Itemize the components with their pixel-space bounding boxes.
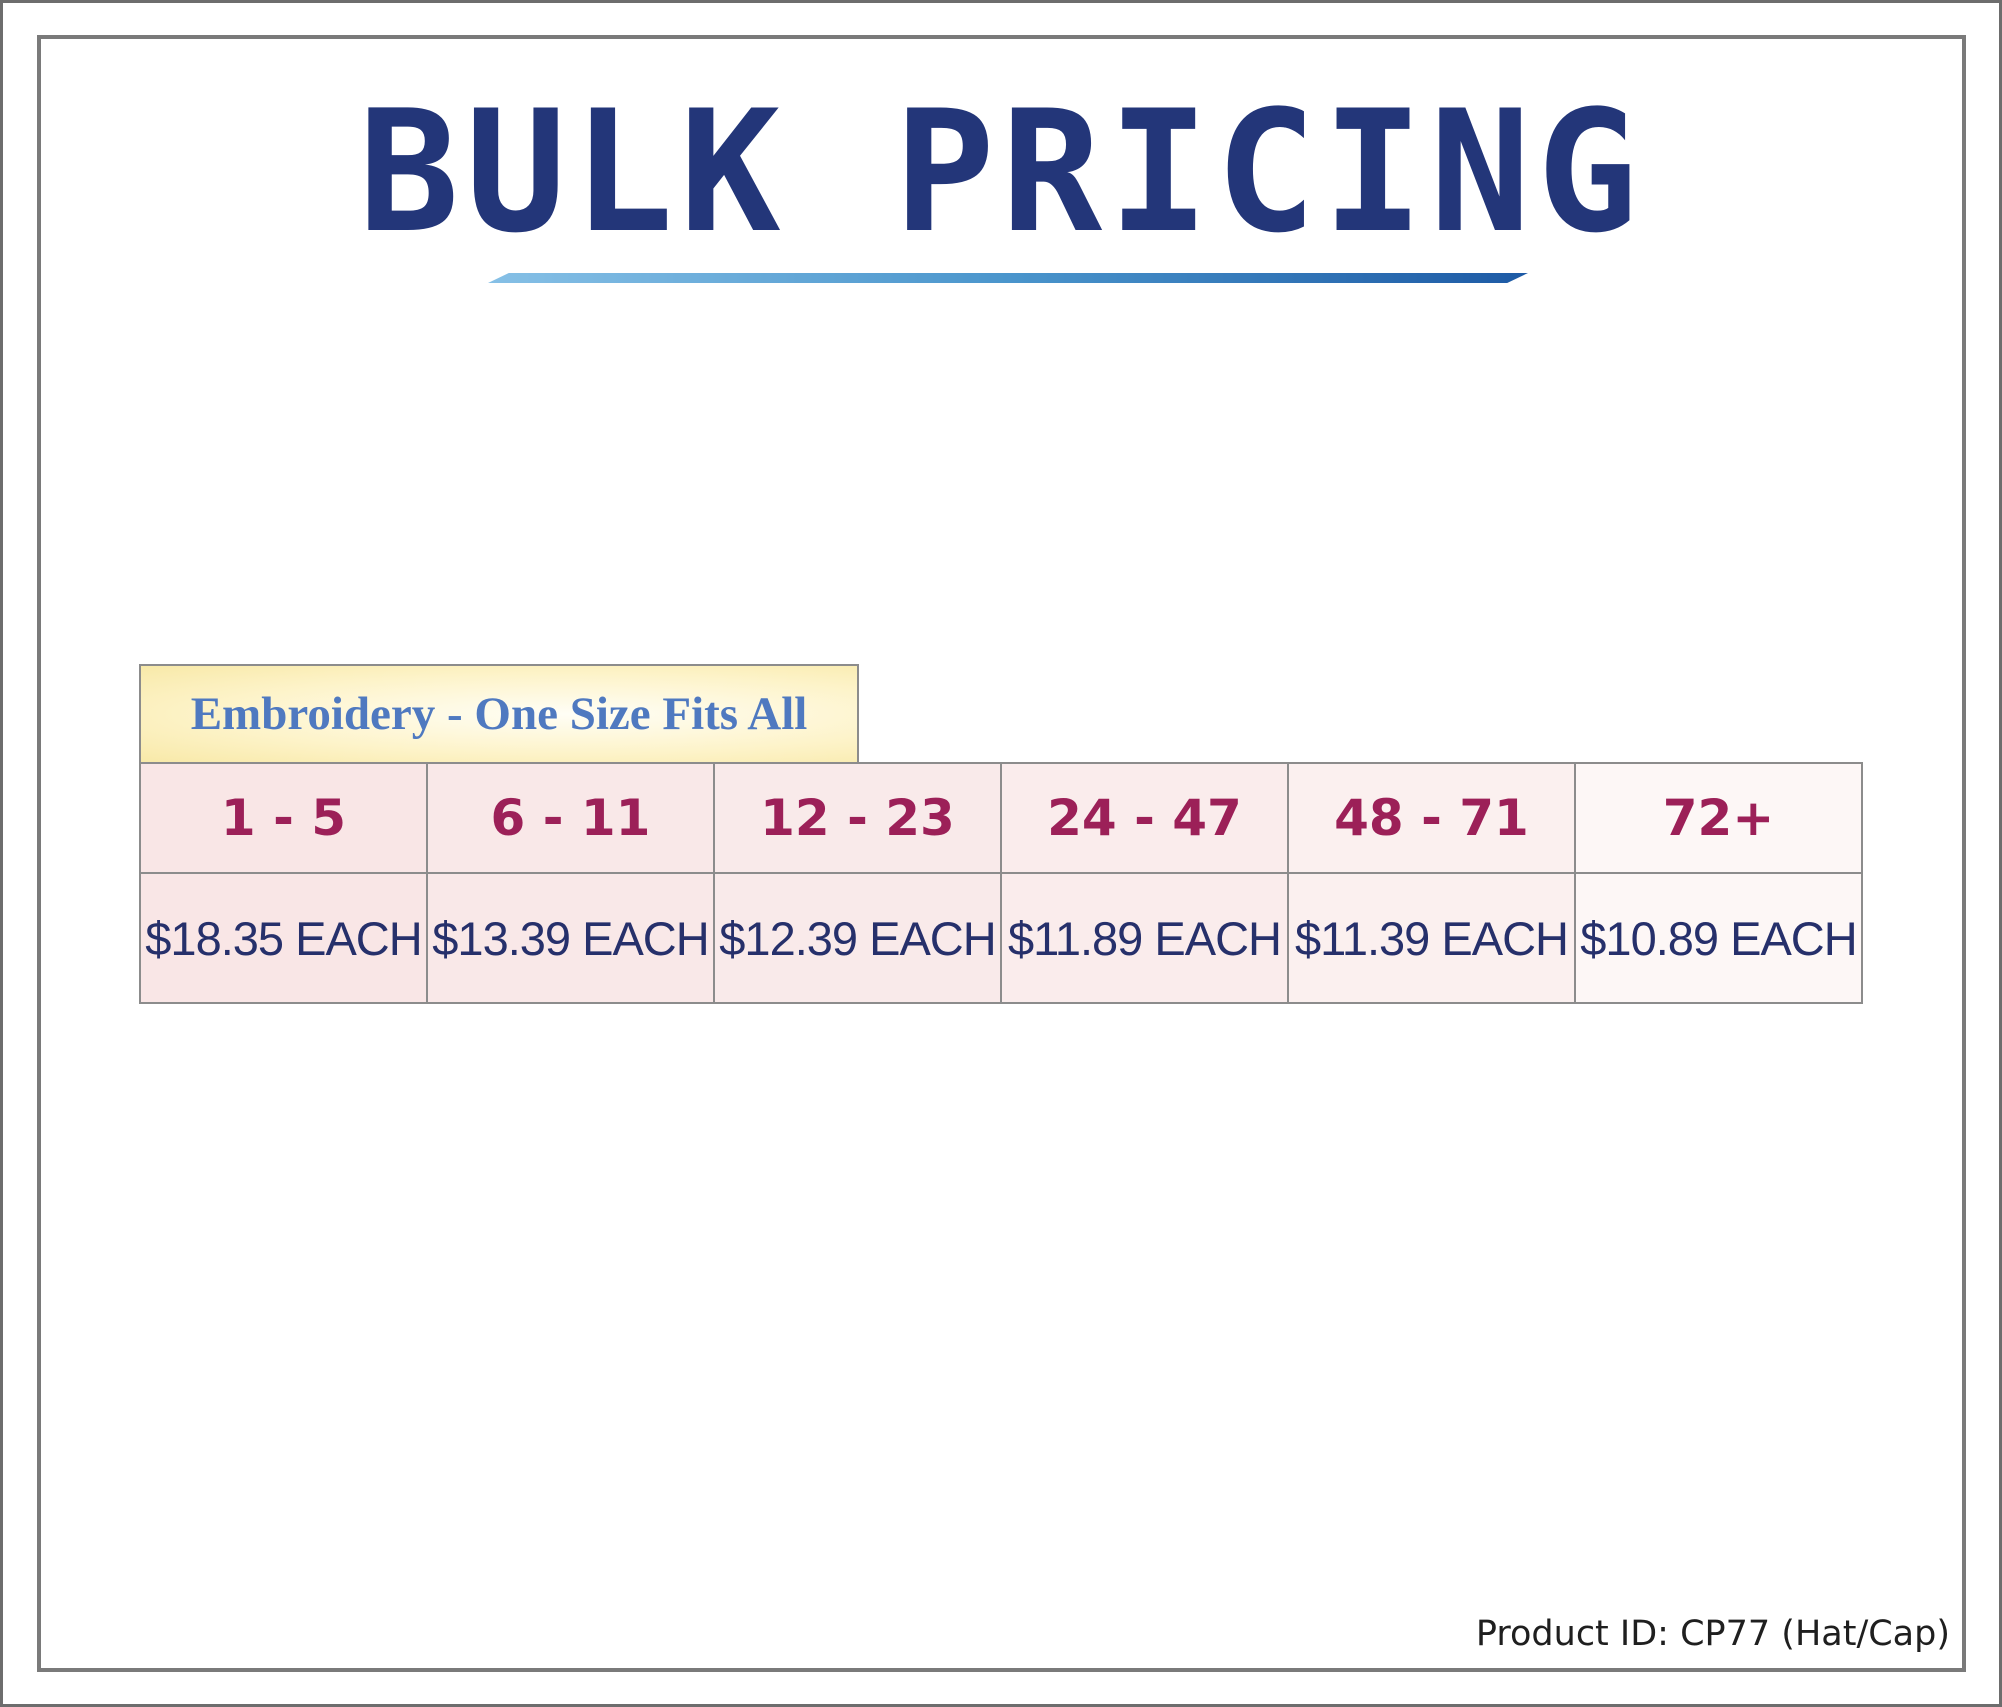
price-cell: $18.35 EACH (139, 872, 428, 1004)
quantity-cell: 1 - 5 (139, 762, 428, 874)
quantity-row: 1 - 5 6 - 11 12 - 23 24 - 47 48 - 71 72+ (139, 762, 1863, 874)
quantity-cell: 6 - 11 (426, 762, 715, 874)
page-title: BULK PRICING (358, 74, 1644, 270)
pricing-table: 1 - 5 6 - 11 12 - 23 24 - 47 48 - 71 72+… (139, 762, 1863, 1004)
price-row: $18.35 EACH $13.39 EACH $12.39 EACH $11.… (139, 872, 1863, 1004)
price-cell: $13.39 EACH (426, 872, 715, 1004)
quantity-cell: 72+ (1574, 762, 1863, 874)
price-cell: $11.39 EACH (1287, 872, 1576, 1004)
quantity-cell: 48 - 71 (1287, 762, 1576, 874)
quantity-cell: 12 - 23 (713, 762, 1002, 874)
price-cell: $12.39 EACH (713, 872, 1002, 1004)
title-underline (488, 273, 1528, 283)
price-cell: $11.89 EACH (1000, 872, 1289, 1004)
pricing-table-title: Embroidery - One Size Fits All (139, 664, 859, 764)
quantity-cell: 24 - 47 (1000, 762, 1289, 874)
product-id: Product ID: CP77 (Hat/Cap) (1475, 1614, 1950, 1654)
inner-border (37, 35, 1966, 1672)
price-cell: $10.89 EACH (1574, 872, 1863, 1004)
